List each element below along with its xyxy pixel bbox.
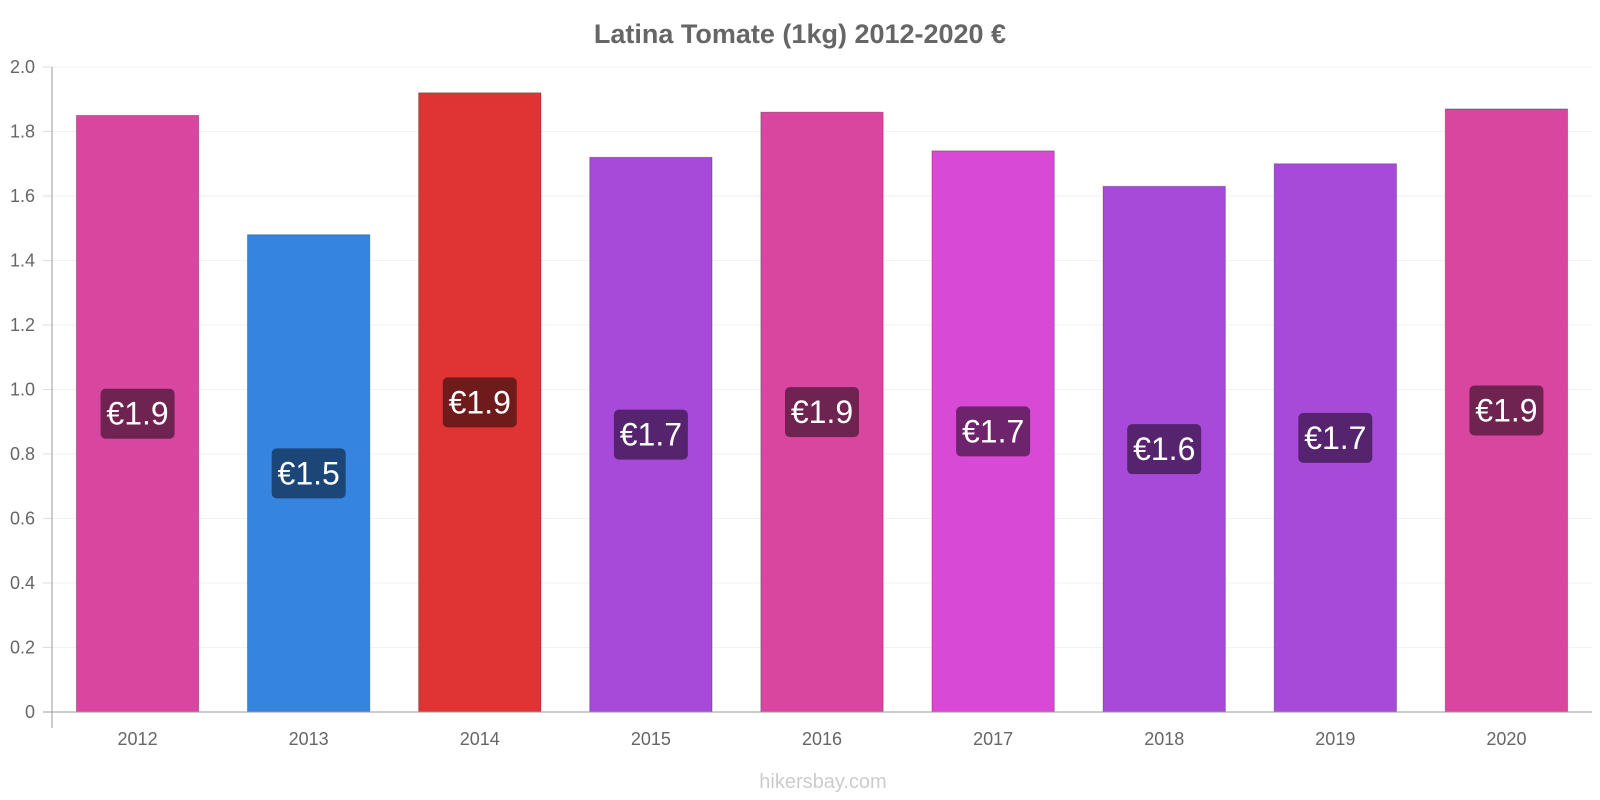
x-tick-label: 2013 <box>289 729 329 749</box>
data-label: €1.9 <box>1469 385 1544 436</box>
x-tick-label: 2018 <box>1144 729 1184 749</box>
data-label-bg <box>1127 424 1202 475</box>
y-tick-label: 1.6 <box>10 186 35 206</box>
credit-text: hikersbay.com <box>759 771 886 793</box>
y-tick-label: 0 <box>25 702 35 722</box>
data-label-bg <box>271 448 346 499</box>
x-tick-label: 2012 <box>118 729 158 749</box>
y-tick-label: 2.0 <box>10 57 35 77</box>
x-axis: 2012 2013 2014 2015 2016 2017 2018 2019 2020 <box>43 711 1592 749</box>
data-label-text: €1.9 <box>1475 392 1537 428</box>
data-label-bg <box>100 388 175 439</box>
data-label-text: €1.9 <box>106 396 168 432</box>
x-tick-label: 2015 <box>631 729 671 749</box>
chart-title: Latina Tomate (1kg) 2012-2020 € <box>594 19 1006 49</box>
x-tick-label: 2020 <box>1486 729 1526 749</box>
x-tick-label: 2014 <box>460 729 500 749</box>
y-tick-label: 0.4 <box>10 573 35 593</box>
data-label-text: €1.5 <box>278 455 340 491</box>
data-label-text: €1.7 <box>620 417 682 453</box>
data-label: €1.7 <box>613 409 688 460</box>
x-tick-label: 2017 <box>973 729 1013 749</box>
data-label-text: €1.6 <box>1133 431 1195 467</box>
x-tick-label: 2019 <box>1315 729 1355 749</box>
y-tick-label: 0.2 <box>10 638 35 658</box>
y-axis: 0 0.2 0.4 0.6 0.8 1.0 1.2 1.4 1.6 1.8 2.0 <box>10 57 53 728</box>
data-labels: €1.9 €1.5 €1.9 €1.7 €1.9 €1.7 €1.6 €1.7 €1.9 <box>100 377 1544 499</box>
y-tick-label: 1.4 <box>10 251 35 271</box>
data-label-text: €1.9 <box>791 394 853 430</box>
data-label-text: €1.7 <box>1304 420 1366 456</box>
data-label: €1.7 <box>956 406 1031 457</box>
y-tick-label: 0.6 <box>10 509 35 529</box>
x-tick-label: 2016 <box>802 729 842 749</box>
data-label: €1.7 <box>1298 412 1373 463</box>
data-label-bg <box>1298 412 1373 463</box>
data-label-bg <box>442 377 517 428</box>
y-tick-label: 1.2 <box>10 315 35 335</box>
data-label: €1.9 <box>442 377 517 428</box>
data-label-bg <box>785 387 859 438</box>
data-label-bg <box>613 409 688 460</box>
data-label-bg <box>1469 385 1544 436</box>
y-tick-label: 1.0 <box>10 380 35 400</box>
y-tick-label: 0.8 <box>10 444 35 464</box>
data-label: €1.9 <box>785 387 859 438</box>
data-label-text: €1.9 <box>449 384 511 420</box>
data-label: €1.9 <box>100 388 175 439</box>
data-label: €1.5 <box>271 448 346 499</box>
data-label: €1.6 <box>1127 424 1202 475</box>
y-tick-label: 1.8 <box>10 122 35 142</box>
data-label-text: €1.7 <box>962 413 1024 449</box>
data-label-bg <box>956 406 1031 457</box>
